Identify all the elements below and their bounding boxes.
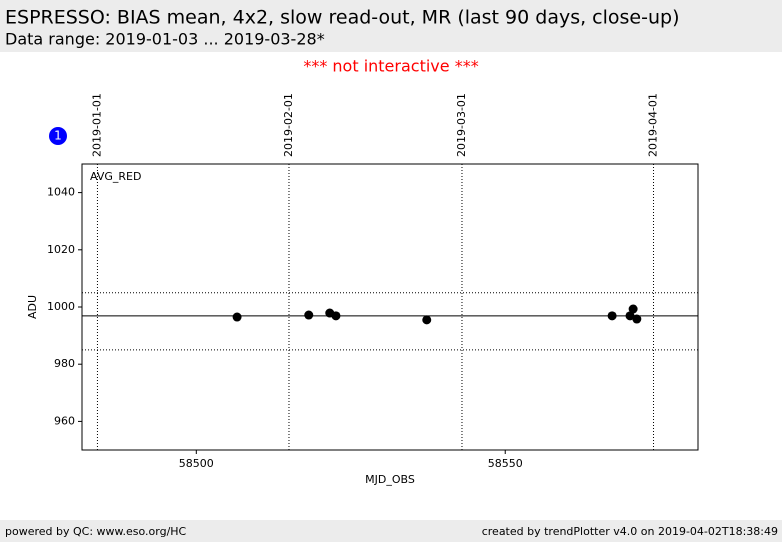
y-tick-label: 960 bbox=[54, 414, 75, 427]
annotation: AVG_RED bbox=[90, 170, 141, 183]
y-tick-label: 1000 bbox=[47, 300, 75, 313]
top-tick-label: 2019-01-01 bbox=[90, 93, 103, 157]
y-axis-label: ADU bbox=[26, 295, 39, 319]
badge-circle bbox=[49, 127, 67, 145]
y-tick-label: 1020 bbox=[47, 243, 75, 256]
top-tick-label: 2019-04-01 bbox=[647, 93, 660, 157]
x-tick-label: 58550 bbox=[488, 457, 523, 470]
point bbox=[331, 311, 341, 321]
point bbox=[304, 310, 314, 320]
y-tick-label: 1040 bbox=[47, 186, 75, 199]
plot-frame bbox=[81, 163, 699, 451]
x-axis-label: MJD_OBS bbox=[365, 473, 415, 486]
footer-right: created by trendPlotter v4.0 on 2019-04-… bbox=[482, 525, 778, 538]
top-tick-label: 2019-03-01 bbox=[455, 93, 468, 157]
point bbox=[232, 312, 242, 322]
point bbox=[625, 311, 635, 321]
point bbox=[628, 304, 638, 314]
top-tick-label: 2019-02-01 bbox=[282, 93, 295, 157]
notice: *** not interactive *** bbox=[303, 57, 478, 76]
footer-left: powered by QC: www.eso.org/HC bbox=[5, 525, 187, 538]
subtitle: Data range: 2019-01-03 ... 2019-03-28* bbox=[5, 30, 325, 49]
x-tick-label: 58500 bbox=[179, 457, 214, 470]
footer-band bbox=[0, 520, 782, 542]
badge: 1 bbox=[54, 129, 62, 143]
title: ESPRESSO: BIAS mean, 4x2, slow read-out,… bbox=[5, 7, 680, 29]
point bbox=[632, 314, 642, 324]
point bbox=[607, 311, 617, 321]
point bbox=[422, 315, 432, 325]
header-band bbox=[0, 0, 782, 52]
y-tick-label: 980 bbox=[54, 357, 75, 370]
